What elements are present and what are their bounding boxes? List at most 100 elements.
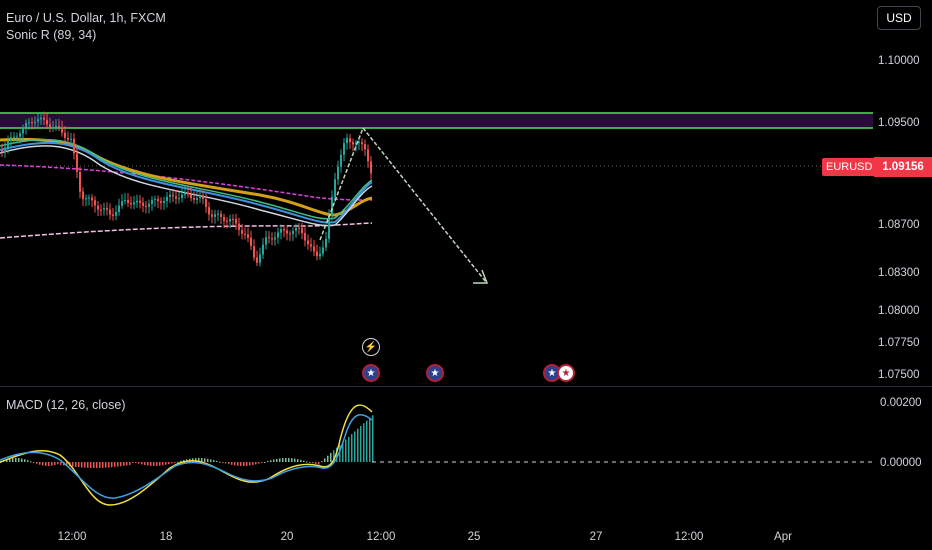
candle-body (217, 213, 219, 215)
us-flag-icon[interactable]: ★ (557, 364, 575, 382)
candle-body (223, 217, 225, 221)
macd-bar (198, 458, 200, 462)
lightning-icon[interactable]: ⚡ (362, 338, 380, 356)
macd-bar (288, 458, 290, 462)
chart-legend: Euro / U.S. Dollar, 1h, FXCM Sonic R (89… (6, 10, 166, 44)
macd-bar (210, 459, 212, 462)
panel-divider[interactable] (0, 386, 932, 387)
macd-bar (72, 462, 74, 467)
macd-bar (318, 462, 320, 465)
candle-body (226, 220, 228, 222)
candle-body (121, 201, 123, 206)
candle-body (214, 214, 216, 217)
price-tick: 1.07500 (878, 369, 920, 381)
macd-bar (285, 458, 287, 462)
macd-bar (231, 462, 233, 465)
symbol-title[interactable]: Euro / U.S. Dollar, 1h, FXCM (6, 11, 166, 25)
dragon-band-blue (0, 141, 373, 224)
candle-body (301, 228, 303, 233)
macd-bar (240, 462, 242, 466)
candle-body (97, 205, 99, 210)
candle-body (322, 247, 324, 254)
macd-bar (120, 462, 122, 467)
current-price-badge[interactable]: 1.09156 (874, 157, 932, 177)
candle-body (298, 227, 300, 229)
macd-bar (30, 461, 32, 463)
candle-body (31, 122, 33, 124)
candle-body (247, 234, 249, 238)
macd-bar (294, 458, 296, 462)
currency-button[interactable]: USD (877, 6, 921, 30)
candle-body (85, 198, 87, 200)
candle-body (79, 171, 81, 192)
macd-bar (114, 462, 116, 467)
resistance-zone[interactable] (0, 113, 873, 128)
macd-bar (24, 459, 26, 462)
candle-body (205, 198, 207, 208)
candle-body (250, 237, 252, 247)
macd-bar (105, 462, 107, 468)
candle-body (328, 216, 330, 239)
candle-body (319, 253, 321, 257)
price-tick: 1.07750 (878, 337, 920, 349)
candle-body (334, 179, 336, 197)
macd-bar (45, 462, 47, 466)
eu-flag-icon[interactable]: ★ (362, 364, 380, 382)
macd-bar (207, 458, 209, 462)
candle-body (49, 124, 51, 128)
candle-body (94, 200, 96, 206)
macd-bar (360, 426, 362, 462)
macd-bar (156, 462, 158, 466)
candle-body (16, 136, 18, 138)
candle-body (187, 192, 189, 195)
price-tick: 1.08700 (878, 219, 920, 231)
candle-body (289, 233, 291, 235)
candle-body (268, 237, 270, 239)
candle-body (358, 142, 360, 144)
candle-body (244, 233, 246, 235)
macd-bar (330, 453, 332, 462)
macd-bar (48, 462, 50, 466)
time-tick: 20 (280, 531, 294, 543)
macd-bar (15, 458, 17, 462)
candle-body (55, 125, 57, 128)
candle-body (220, 213, 222, 218)
candle-body (163, 201, 165, 203)
macd-bar (102, 462, 104, 468)
time-tick: 12:00 (57, 531, 87, 543)
macd-bar (366, 420, 368, 462)
macd-bar (144, 462, 146, 466)
indicator-label[interactable]: Sonic R (89, 34) (6, 28, 97, 42)
candle-body (37, 119, 39, 122)
macd-bar (96, 462, 98, 468)
macd-bar (9, 458, 11, 462)
macd-bar (261, 462, 263, 463)
candle-body (133, 202, 135, 205)
candle-body (277, 232, 279, 238)
macd-bar (60, 462, 62, 465)
macd-bar (201, 458, 203, 462)
candle-body (265, 237, 267, 245)
macd-bar (369, 417, 371, 462)
macd-bar (159, 462, 161, 466)
candle-body (196, 197, 198, 200)
price-tick: 1.10000 (878, 55, 920, 67)
symbol-price-badge[interactable]: EURUSD (822, 158, 877, 176)
price-candles[interactable] (1, 111, 372, 267)
candle-body (64, 132, 66, 138)
candle-body (292, 230, 294, 234)
price-tick: 1.08000 (878, 305, 920, 317)
candle-body (370, 161, 372, 174)
macd-bar (150, 462, 152, 466)
macd-label[interactable]: MACD (12, 26, close) (6, 398, 126, 412)
macd-bar (84, 462, 86, 468)
candle-body (88, 197, 90, 199)
macd-bar (54, 462, 56, 466)
eu-flag-icon[interactable]: ★ (426, 364, 444, 382)
macd-bar (135, 462, 137, 463)
projection-arrow[interactable] (319, 126, 487, 283)
candle-body (232, 218, 234, 220)
candle-body (229, 218, 231, 222)
